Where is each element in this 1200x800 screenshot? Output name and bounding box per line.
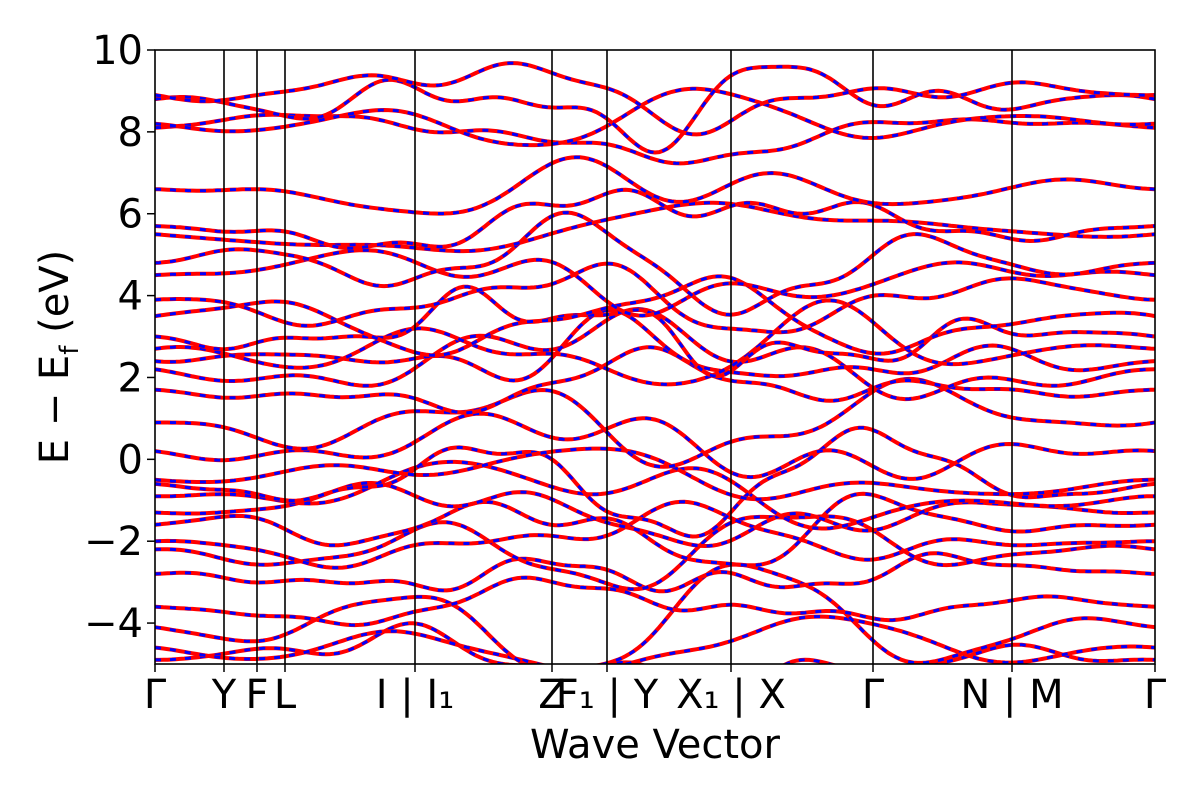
x-tick-label: I | I₁ [376,672,455,718]
plot-frame [154,49,1156,665]
y-tick-label: −4 [84,601,143,647]
band-line-blue [155,551,1155,593]
x-tick-label: Γ [144,672,167,718]
band-lines [155,61,1155,664]
band-line-blue [155,155,1155,216]
band-line-red [155,491,1155,568]
x-tick-label: F [245,672,268,718]
band-line-blue [155,447,1155,501]
band-line-blue [155,285,1155,378]
band-line-blue [155,426,1155,539]
x-tick-label: L [274,672,297,718]
y-tick-label: 4 [118,274,143,320]
y-tick-label: −2 [84,519,143,565]
x-tick-label: Y [211,672,237,718]
x-tick-label: F₁ | Y [556,672,659,718]
band-line-red [155,376,1155,469]
band-line-blue [155,211,1155,317]
y-axis-title-sub: f [55,345,85,355]
band-line-blue [155,308,1155,383]
y-tick-label: 0 [118,437,143,483]
y-tick-label: 2 [118,355,143,401]
band-line-blue [155,377,1155,469]
band-line-blue [155,562,1155,664]
band-line-blue [155,460,1155,530]
band-line-blue [155,65,1155,155]
y-axis-title: E − Ef (eV) [32,250,85,465]
band-line-blue [155,274,1155,357]
x-tick-label: Z [538,672,565,718]
band-line-blue [155,61,1155,136]
band-line-red [155,155,1155,216]
x-axis-title: Wave Vector [530,722,781,768]
x-tick-label: Γ [1144,672,1167,718]
band-line-blue [155,500,1155,570]
band-line-blue [155,188,1155,250]
band-line-blue [155,514,1155,591]
band-line-blue [155,262,1155,334]
band-line-blue [155,87,1155,147]
y-axis-title-main: E − E [32,355,78,465]
band-line-blue [155,621,1155,664]
x-tick-label: Γ [862,672,885,718]
band-line-blue [155,615,1155,664]
band-line-blue [155,412,1155,481]
band-line-blue [155,201,1155,253]
y-axis: −4 −2 0 2 4 6 8 10 [84,28,155,647]
band-line-blue [155,248,1155,318]
band-line-blue [155,576,1155,627]
band-line-red [155,308,1155,383]
x-tick-label: N | M [960,672,1063,718]
y-axis-title-unit: (eV) [32,250,78,346]
high-symmetry-lines [223,50,1013,664]
x-tick-label: X₁ | X [676,672,786,718]
y-tick-label: 8 [118,110,143,156]
band-line-red [155,187,1155,251]
band-line-blue [155,345,1155,415]
y-tick-label: 10 [92,28,143,74]
band-line-blue [155,298,1155,386]
y-tick-label: 6 [118,192,143,238]
